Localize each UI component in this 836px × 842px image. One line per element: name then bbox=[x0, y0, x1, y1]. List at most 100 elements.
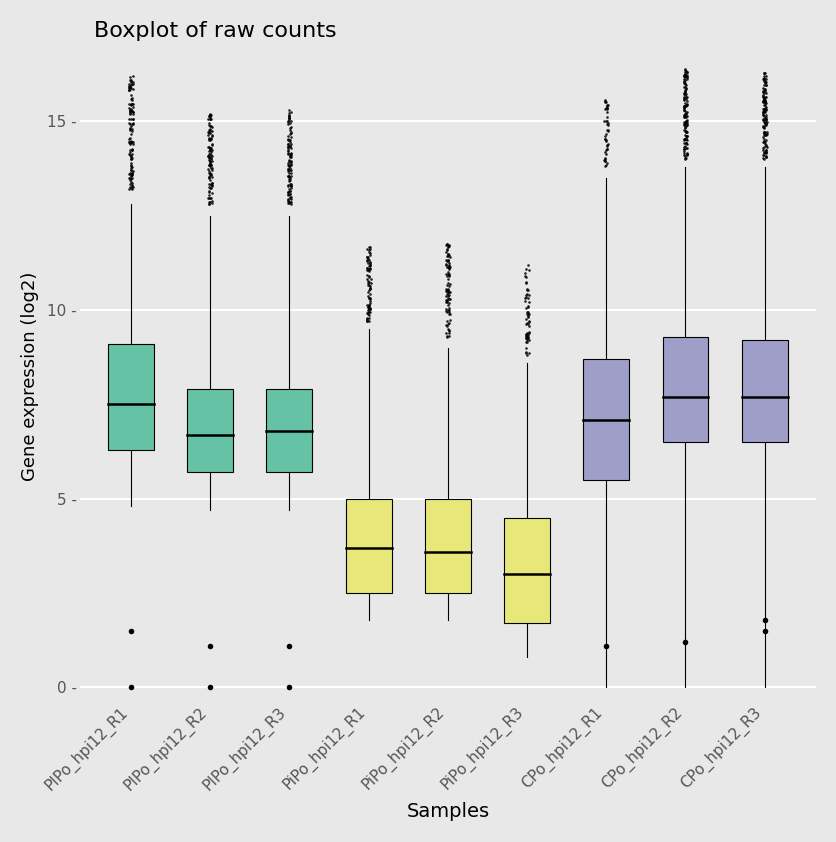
Point bbox=[281, 115, 294, 129]
Point bbox=[441, 261, 455, 274]
Point bbox=[598, 103, 611, 116]
Point bbox=[359, 262, 373, 275]
Point bbox=[679, 82, 692, 95]
Point bbox=[281, 194, 294, 207]
Point bbox=[676, 102, 690, 115]
Point bbox=[441, 248, 454, 261]
Point bbox=[676, 69, 690, 83]
Point bbox=[205, 144, 218, 157]
Point bbox=[362, 298, 375, 312]
Point bbox=[123, 105, 136, 119]
Point bbox=[283, 182, 296, 195]
Point bbox=[757, 146, 771, 159]
Point bbox=[125, 168, 138, 181]
Point bbox=[758, 109, 772, 123]
Point bbox=[439, 301, 452, 315]
Point bbox=[758, 91, 772, 104]
Point bbox=[757, 66, 771, 79]
Point bbox=[362, 269, 375, 282]
Point bbox=[122, 132, 135, 146]
Point bbox=[676, 109, 690, 123]
Bar bbox=[187, 389, 233, 472]
Point bbox=[758, 78, 772, 92]
Point bbox=[678, 77, 691, 91]
Point bbox=[678, 109, 691, 122]
Point bbox=[757, 94, 770, 108]
Point bbox=[678, 110, 691, 124]
Point bbox=[204, 131, 217, 145]
Point bbox=[441, 279, 455, 292]
Point bbox=[676, 110, 690, 124]
Point bbox=[124, 152, 137, 166]
Point bbox=[757, 136, 770, 149]
Point bbox=[441, 256, 455, 269]
Point bbox=[601, 138, 614, 152]
Point bbox=[125, 142, 139, 156]
Point bbox=[282, 195, 295, 208]
Point bbox=[441, 249, 455, 263]
Point bbox=[125, 151, 138, 164]
Point bbox=[202, 116, 216, 130]
Point bbox=[282, 174, 295, 188]
Point bbox=[757, 69, 770, 83]
Point bbox=[359, 263, 373, 276]
Point bbox=[679, 72, 692, 85]
Point bbox=[680, 98, 693, 111]
Point bbox=[361, 285, 375, 299]
Point bbox=[361, 253, 375, 267]
Point bbox=[756, 134, 769, 147]
Point bbox=[756, 130, 769, 143]
Point bbox=[518, 263, 532, 276]
Point bbox=[598, 95, 611, 109]
Point bbox=[361, 300, 375, 313]
Point bbox=[601, 125, 614, 138]
Point bbox=[123, 116, 136, 130]
Point bbox=[757, 78, 770, 92]
Point bbox=[678, 108, 691, 121]
Point bbox=[518, 269, 532, 283]
Point bbox=[202, 134, 216, 147]
Point bbox=[599, 99, 613, 112]
Point bbox=[518, 336, 532, 349]
Bar bbox=[662, 337, 707, 442]
Point bbox=[281, 158, 294, 172]
Point bbox=[440, 287, 453, 301]
Point bbox=[439, 237, 452, 250]
Point bbox=[125, 125, 138, 138]
Point bbox=[678, 107, 691, 120]
Point bbox=[281, 133, 294, 147]
Point bbox=[125, 77, 139, 91]
Point bbox=[676, 93, 690, 106]
Point bbox=[758, 102, 772, 115]
Point bbox=[440, 250, 453, 264]
Point bbox=[441, 253, 454, 267]
Point bbox=[758, 116, 772, 130]
Point bbox=[361, 303, 375, 317]
Point bbox=[440, 254, 453, 268]
Point bbox=[676, 77, 690, 90]
Point bbox=[439, 258, 452, 271]
Point bbox=[757, 111, 771, 125]
Point bbox=[599, 105, 613, 119]
Point bbox=[677, 136, 691, 150]
Point bbox=[757, 138, 771, 152]
Point bbox=[283, 184, 296, 198]
Point bbox=[362, 301, 375, 315]
Point bbox=[677, 116, 691, 130]
Point bbox=[757, 119, 771, 132]
Point bbox=[441, 289, 455, 302]
Point bbox=[359, 261, 373, 274]
Point bbox=[679, 114, 692, 127]
Point bbox=[202, 152, 216, 165]
Point bbox=[281, 196, 294, 210]
Point bbox=[283, 172, 297, 185]
Point bbox=[600, 99, 614, 113]
Point bbox=[442, 322, 456, 336]
Point bbox=[201, 158, 215, 172]
Point bbox=[363, 246, 376, 259]
Point bbox=[363, 258, 376, 272]
Point bbox=[677, 71, 691, 84]
Point bbox=[441, 299, 455, 312]
Point bbox=[599, 142, 613, 156]
Point bbox=[123, 171, 136, 184]
